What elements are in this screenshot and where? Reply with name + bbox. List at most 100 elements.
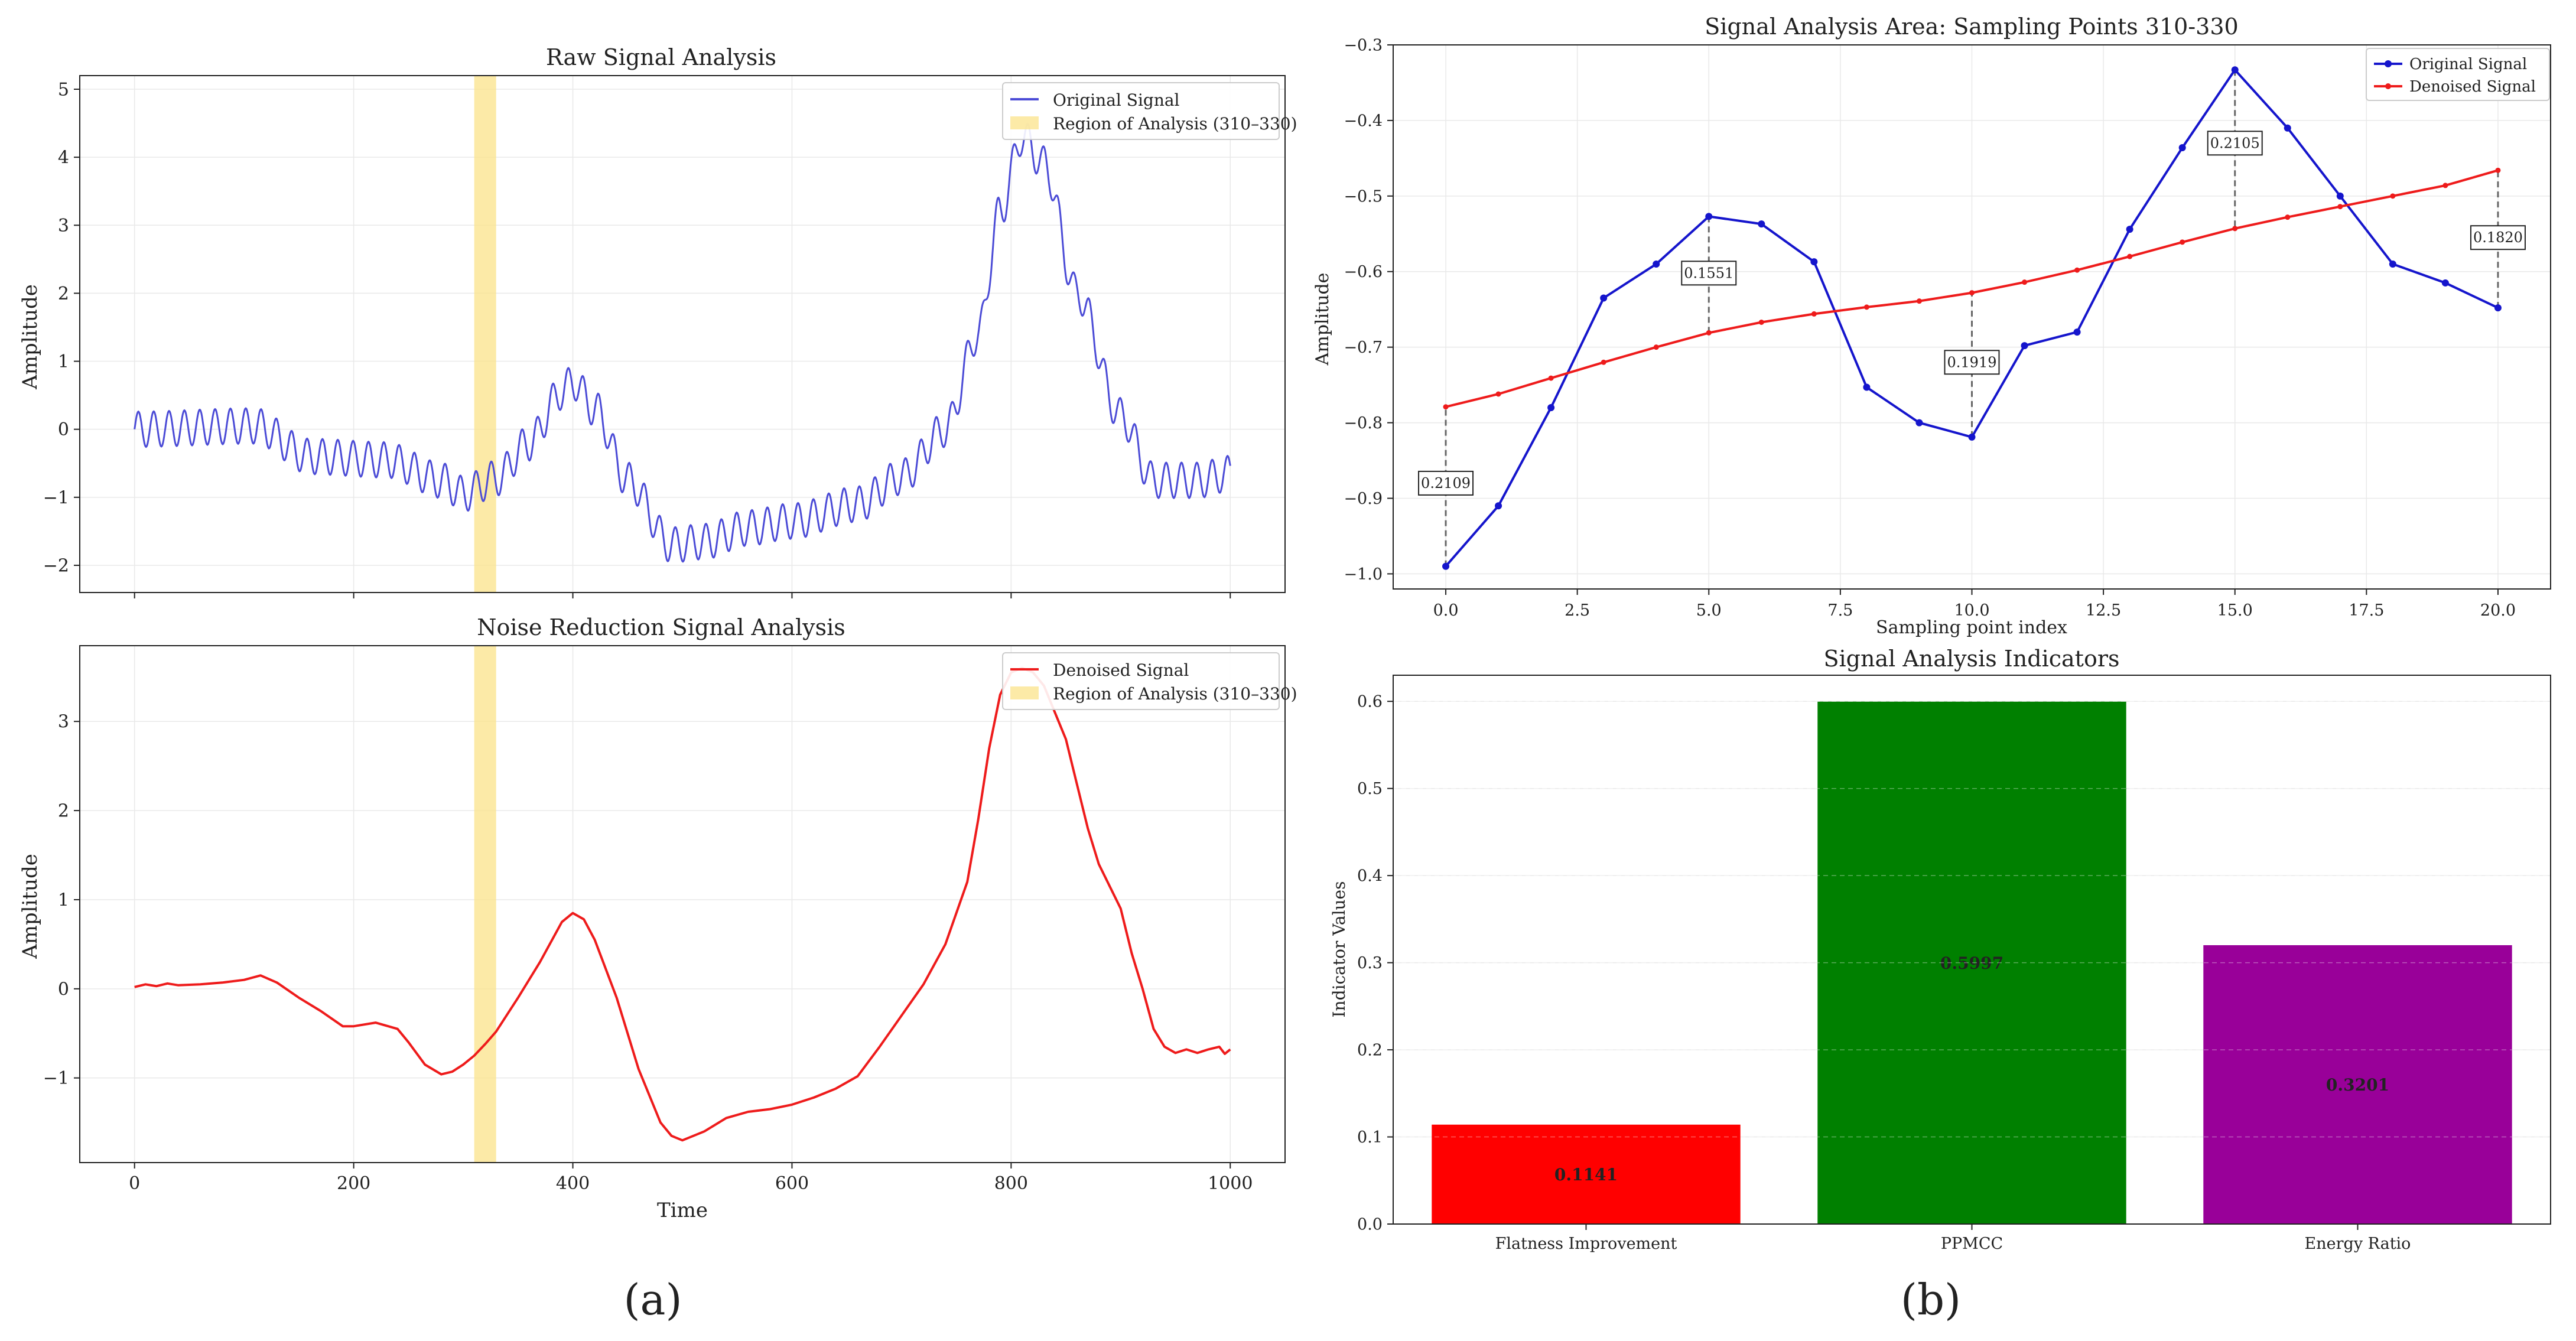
y-tick-label: 0.3 [1357,954,1383,972]
x-tick-label: 600 [775,1173,809,1194]
denoised-point [1969,290,1975,296]
original-point [1653,260,1660,268]
x-tick-label: 15.0 [2217,601,2253,620]
bar-ppmcc [1817,701,2126,1224]
denoised-point [2127,253,2133,259]
original-point [1495,502,1502,510]
y-tick-label: 0 [58,419,69,440]
category-label: Energy Ratio [2305,1235,2411,1253]
original-point [2494,304,2502,312]
y-tick-label: 1 [58,351,69,372]
denoised-chart-title: Noise Reduction Signal Analysis [477,614,845,640]
denoised-point [2074,267,2080,273]
zoom-legend: Original Signal Denoised Signal [2366,48,2550,101]
zoom-annotations: 0.2109 0.1551 0.1919 0.2105 0.1820 [1418,70,2526,567]
y-tick-label: −0.9 [1344,490,1383,508]
x-tick-label: 12.5 [2086,601,2121,620]
raw-x-ticks [134,593,1231,598]
y-tick-label: −2 [43,555,69,576]
denoised-point [1706,330,1712,336]
denoised-point [1495,391,1501,397]
original-point [1863,383,1871,391]
x-tick-label: 0 [129,1173,140,1194]
original-point [1442,562,1450,570]
original-point [2178,144,2186,151]
zoom-series-lines [1442,66,2502,570]
denoised-x-ticks: 0 200 400 600 800 1000 [129,1163,1253,1194]
original-point [1968,433,1976,441]
raw-signal-chart: Raw Signal Analysis −2 −1 0 1 2 3 4 5 Amplitude… [18,44,1297,598]
x-tick-label: 5.0 [1696,601,1722,620]
y-tick-label: −1 [43,1068,69,1089]
panel-label-b: (b) [1901,1275,1961,1324]
y-tick-label: 5 [58,80,69,100]
denoised-point [2232,226,2238,232]
y-tick-label: 4 [58,148,69,168]
y-tick-label: 3 [58,712,69,733]
raw-legend-region-swatch [1010,116,1039,129]
denoised-point [1758,319,1764,325]
denoised-point [1811,311,1817,317]
zoom-legend-original: Original Signal [2409,56,2527,73]
bar-energy-ratio [2203,945,2512,1224]
y-tick-label: −0.3 [1344,36,1383,54]
difference-label-box [2470,225,2526,250]
raw-plot-frame [79,75,1286,593]
denoised-point [2390,193,2396,199]
denoised-point [2180,239,2185,245]
original-signal-path [134,122,1231,563]
y-tick-label: −1.0 [1344,565,1383,584]
indicators-x-ticks: Flatness Improvement PPMCC Energy Ratio [1495,1224,2411,1253]
original-point [2441,279,2449,287]
y-tick-label: −0.7 [1344,338,1383,357]
x-tick-label: 200 [337,1173,370,1194]
original-point [2389,260,2396,268]
denoised-legend-signal: Denoised Signal [1053,660,1189,680]
denoised-signal-path [134,666,1231,1142]
original-point [2126,226,2133,233]
bar-flatness-improvement [1432,1124,1741,1224]
denoised-x-axis-label: Time [657,1199,708,1222]
zoom-legend-original-marker [2385,60,2392,67]
denoised-legend: Denoised Signal Region of Analysis (310–… [1002,652,1297,710]
zoom-chart-title: Signal Analysis Area: Sampling Points 31… [1705,14,2238,40]
raw-legend-region: Region of Analysis (310–330) [1053,114,1297,134]
original-point [2231,66,2239,74]
difference-label: 0.1820 [2473,229,2523,246]
zoom-region-chart: Signal Analysis Area: Sampling Points 31… [1312,14,2551,638]
raw-y-ticks: −2 −1 0 1 2 3 4 5 [43,80,80,576]
y-tick-label: 0 [58,979,69,1000]
denoised-point [2285,214,2291,220]
y-tick-label: 3 [58,216,69,236]
denoised-point [1653,344,1659,350]
denoised-point [2495,167,2501,173]
difference-label-box [1418,470,1474,496]
denoised-point [2337,204,2343,210]
y-tick-label: 0.5 [1357,780,1383,798]
denoised-point [1863,304,1869,310]
zoom-y-axis-label: Amplitude [1312,273,1333,366]
denoised-plot-frame [79,645,1286,1163]
denoised-legend-region: Region of Analysis (310–330) [1053,684,1297,704]
difference-label: 0.1919 [1947,354,1997,370]
denoised-grid [80,646,1285,1163]
y-tick-label: 0.2 [1357,1041,1383,1060]
difference-label-box [1944,350,2000,375]
zoom-x-axis-label: Sampling point index [1876,617,2067,638]
raw-chart-title: Raw Signal Analysis [546,44,776,70]
raw-region-highlight [474,76,496,593]
region-of-analysis [474,76,496,593]
denoised-point [2022,279,2028,285]
x-tick-label: 800 [994,1173,1028,1194]
denoised-y-ticks: −1 0 1 2 3 [43,712,80,1089]
original-point [2073,328,2081,336]
y-tick-label: 0.4 [1357,867,1383,886]
bar-value-label: 0.3201 [2326,1075,2389,1095]
y-tick-label: 0.1 [1357,1128,1383,1147]
raw-legend-original: Original Signal [1053,90,1180,110]
original-point [1810,258,1818,266]
difference-label-box [2207,131,2263,156]
x-tick-label: 17.5 [2349,601,2384,620]
difference-label: 0.2109 [1421,475,1471,492]
y-tick-label: −0.4 [1344,112,1383,130]
